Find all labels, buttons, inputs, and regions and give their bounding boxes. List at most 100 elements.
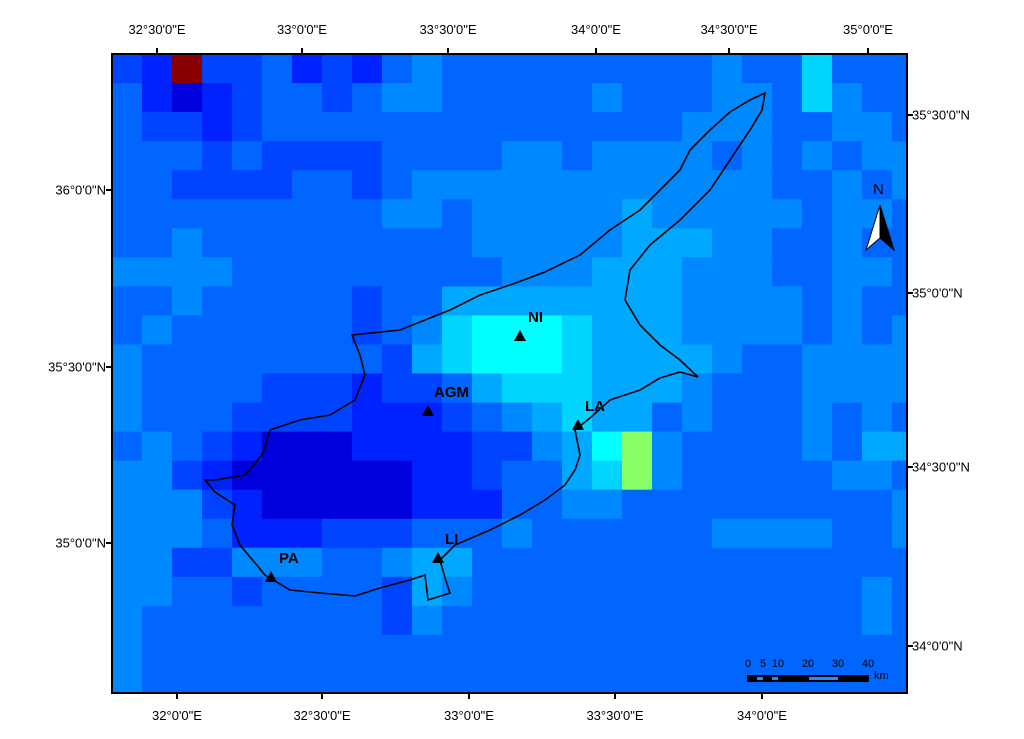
raster-cell: [622, 518, 653, 549]
raster-cell: [592, 286, 623, 316]
bottom-axis-label: 32°30'0"E: [293, 708, 351, 723]
raster-cell: [532, 605, 563, 636]
raster-cell: [112, 460, 143, 491]
raster-cell: [622, 402, 653, 433]
raster-cell: [502, 402, 533, 433]
raster-cell: [622, 489, 653, 520]
raster-cell: [592, 663, 623, 694]
raster-cell: [472, 518, 503, 549]
raster-cell: [112, 576, 143, 607]
raster-cell: [652, 199, 683, 229]
raster-cell: [772, 431, 803, 462]
raster-cell: [352, 199, 383, 229]
raster-cell: [262, 141, 293, 171]
raster-cell: [172, 315, 203, 345]
raster-cell: [712, 576, 743, 607]
raster-cell: [682, 489, 713, 520]
top-axis-label: 35°0'0"E: [843, 22, 893, 37]
raster-cell: [862, 170, 893, 200]
raster-cell: [802, 402, 833, 433]
station-marker-pa: [265, 571, 277, 582]
raster-cell: [832, 199, 863, 229]
top-axis-label: 32°30'0"E: [128, 22, 186, 37]
raster-cell: [502, 54, 533, 84]
raster-cell: [532, 83, 563, 113]
raster-cell: [862, 576, 893, 607]
raster-cell: [832, 141, 863, 171]
raster-cell: [772, 315, 803, 345]
raster-cell: [682, 344, 713, 374]
raster-cell: [712, 431, 743, 462]
raster-cell: [652, 315, 683, 345]
raster-cell: [892, 286, 908, 316]
raster-cell: [142, 170, 173, 200]
raster-cell: [682, 257, 713, 287]
raster-cell: [592, 518, 623, 549]
raster-cell: [292, 460, 323, 491]
raster-cell: [262, 54, 293, 84]
raster-cell: [802, 170, 833, 200]
raster-cell: [622, 431, 653, 462]
raster-cell: [352, 54, 383, 84]
raster-cell: [472, 286, 503, 316]
station-label-la: LA: [585, 398, 605, 415]
raster-cell: [112, 286, 143, 316]
raster-cell: [382, 83, 413, 113]
raster-cell: [502, 112, 533, 142]
raster-cell: [772, 257, 803, 287]
raster-cell: [322, 257, 353, 287]
raster-cell: [472, 402, 503, 433]
raster-cell: [892, 518, 908, 549]
raster-cell: [802, 257, 833, 287]
raster-cell: [622, 141, 653, 171]
raster-cell: [802, 112, 833, 142]
bottom-axis-label: 33°30'0"E: [586, 708, 644, 723]
raster-cell: [322, 547, 353, 578]
raster-cell: [562, 663, 593, 694]
raster-cell: [322, 54, 353, 84]
raster-cell: [442, 141, 473, 171]
raster-cell: [772, 605, 803, 636]
raster-cell: [472, 576, 503, 607]
raster-cell: [622, 663, 653, 694]
raster-cell: [892, 373, 908, 404]
raster-cell: [622, 460, 653, 491]
raster-cell: [292, 141, 323, 171]
raster-cell: [532, 576, 563, 607]
raster-cell: [382, 286, 413, 316]
raster-cell: [622, 199, 653, 229]
raster-cell: [322, 431, 353, 462]
raster-cell: [142, 605, 173, 636]
raster-cell: [292, 605, 323, 636]
raster-cell: [232, 547, 263, 578]
raster-cell: [202, 228, 233, 258]
raster-cell: [772, 54, 803, 84]
raster-cell: [412, 460, 443, 491]
raster-cell: [232, 83, 263, 113]
raster-cell: [382, 518, 413, 549]
raster-cell: [862, 547, 893, 578]
raster-cell: [112, 547, 143, 578]
raster-cell: [382, 112, 413, 142]
raster-cell: [232, 431, 263, 462]
raster-cell: [142, 431, 173, 462]
raster-cell: [112, 344, 143, 374]
raster-cell: [562, 286, 593, 316]
raster-cell: [322, 489, 353, 520]
raster-cell: [712, 257, 743, 287]
raster-cell: [892, 83, 908, 113]
raster-cell: [352, 112, 383, 142]
station-marker-ni: [514, 330, 526, 341]
raster-cell: [262, 228, 293, 258]
raster-cell: [862, 141, 893, 171]
raster-cell: [622, 576, 653, 607]
raster-cell: [502, 634, 533, 665]
raster-cell: [562, 54, 593, 84]
raster-cell: [232, 170, 263, 200]
raster-cell: [832, 576, 863, 607]
raster-cell: [772, 634, 803, 665]
scale-tick: 40: [861, 658, 875, 670]
raster-cell: [742, 605, 773, 636]
raster-cell: [412, 344, 443, 374]
raster-cell: [262, 83, 293, 113]
